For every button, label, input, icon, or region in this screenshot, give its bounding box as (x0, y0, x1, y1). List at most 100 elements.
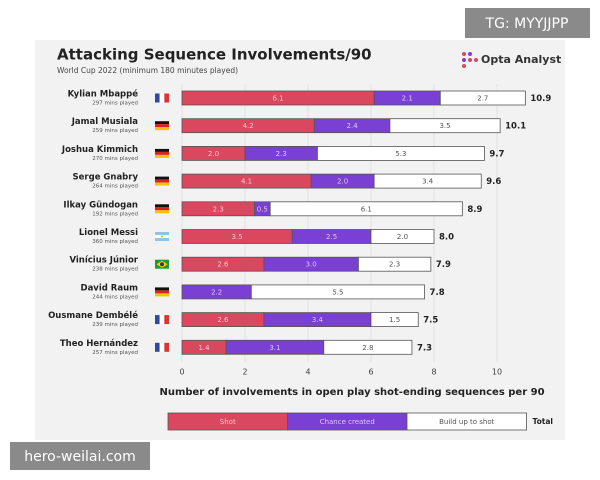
segment-label: 2.4 (347, 122, 359, 130)
player-name: Lionel Messi (79, 228, 138, 238)
flag-stripe (155, 93, 160, 103)
chart-title: Attacking Sequence Involvements/90 (57, 46, 372, 64)
flag-stripe (155, 293, 169, 297)
segment-label: 2.6 (217, 261, 229, 269)
segment-label: 2.7 (477, 95, 488, 103)
segment-label: 6.1 (273, 95, 284, 103)
segment-label: 1.5 (389, 316, 400, 324)
total-label: 8.0 (439, 233, 454, 243)
flag (155, 232, 169, 241)
x-tick-label: 4 (305, 368, 310, 377)
player-minutes: 244 mins played (92, 294, 138, 300)
flag (155, 259, 169, 269)
segment-label: 2.0 (208, 150, 219, 158)
flag-stripe (155, 151, 169, 155)
segment-label: 3.1 (269, 344, 280, 352)
flag-stripe (155, 315, 160, 325)
segment-label: 2.6 (217, 316, 229, 324)
total-label: 9.7 (489, 149, 504, 159)
segment-label: 0.5 (257, 205, 268, 213)
player-minutes: 270 mins played (92, 156, 138, 162)
flag-stripe (155, 232, 169, 235)
legend-label: Total (533, 417, 554, 426)
legend-label: Chance created (320, 418, 375, 426)
watermark-box (10, 442, 150, 470)
segment-label: 2.3 (389, 261, 400, 269)
segment-label: 5.5 (332, 288, 343, 296)
x-tick-label: 6 (368, 368, 373, 377)
player-minutes: 297 mins played (92, 101, 138, 107)
segment-label: 3.4 (312, 316, 324, 324)
bar-segment (250, 284, 425, 300)
total-label: 7.9 (436, 260, 451, 270)
legend-label: Build up to shot (439, 418, 495, 426)
x-tick-label: 10 (492, 368, 502, 377)
flag-stripe (155, 127, 169, 131)
player-name: Kylian Mbappé (68, 89, 139, 100)
segment-label: 3.4 (422, 178, 434, 186)
bar-segment (370, 312, 419, 328)
flag-stripe (159, 315, 165, 325)
flag (155, 121, 169, 131)
flag-stripe (155, 179, 169, 183)
segment-label: 3.5 (439, 122, 450, 130)
watermark: hero-weilai.com (24, 449, 135, 465)
total-label: 7.3 (417, 343, 432, 353)
flag (155, 204, 169, 214)
legend-swatch (406, 412, 527, 431)
brand-logo (462, 52, 478, 68)
flag-stripe (164, 93, 169, 103)
flag-stripe (155, 124, 169, 128)
segment-label: 2.1 (402, 95, 413, 103)
x-tick-label: 0 (179, 368, 184, 377)
flag-stripe (164, 342, 169, 352)
player-minutes: 259 mins played (92, 128, 138, 134)
segment-label: 2.8 (362, 344, 373, 352)
flag-stripe (155, 182, 169, 186)
segment-label: 2.3 (213, 205, 224, 213)
total-label: 8.9 (467, 205, 482, 215)
x-axis-title: Number of involvements in open play shot… (159, 387, 544, 398)
player-name: Jamal Musiala (71, 117, 138, 127)
player-minutes: 239 mins played (92, 322, 138, 328)
flag (155, 287, 169, 297)
player-name: Vinícius Júnior (69, 256, 138, 266)
flag-stripe (159, 342, 165, 352)
total-label: 10.1 (505, 122, 526, 132)
player-name: Joshua Kimmich (61, 145, 138, 155)
flag-stripe (155, 342, 160, 352)
flag-stripe (155, 210, 169, 214)
flag-stripe (155, 154, 169, 158)
flag-stripe (155, 148, 169, 152)
segment-label: 3.0 (306, 261, 317, 269)
bar-segment (317, 145, 485, 161)
total-label: 10.9 (530, 94, 551, 104)
bar-segment (373, 173, 482, 189)
player-name: Serge Gnabry (73, 173, 139, 183)
flag (155, 148, 169, 158)
brand: Opta Analyst (481, 53, 561, 66)
bar-segment (439, 90, 526, 106)
legend-label: Shot (220, 418, 236, 426)
segment-label: 4.1 (241, 178, 252, 186)
segment-label: 2.5 (326, 233, 337, 241)
watermark: TG: MYYJJPP (485, 16, 569, 32)
bar-segment (389, 118, 501, 134)
total-label: 9.6 (486, 177, 501, 187)
watermark-box (465, 8, 590, 38)
segment-label: 2.2 (211, 288, 222, 296)
player-minutes: 192 mins played (92, 211, 138, 217)
flag (155, 315, 169, 325)
bar-segment (370, 229, 435, 244)
bar-segment (269, 201, 463, 217)
segment-label: 3.5 (232, 233, 243, 241)
flag-stripe (155, 290, 169, 294)
player-name: Ilkay Gündogan (63, 200, 138, 210)
player-name: Ousmane Dembélé (48, 310, 138, 321)
flag-stripe (155, 121, 169, 125)
segment-label: 1.4 (198, 344, 210, 352)
player-name: David Raum (81, 283, 139, 293)
chart-subtitle: World Cup 2022 (minimum 180 minutes play… (57, 66, 238, 75)
